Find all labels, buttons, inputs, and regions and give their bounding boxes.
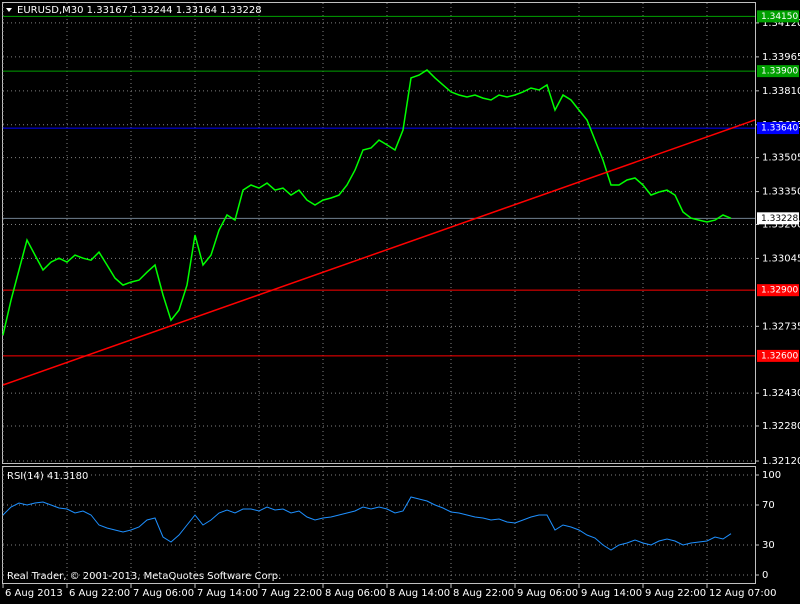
x-tick-label: 6 Aug 22:00 [69, 588, 130, 599]
y-tick-label: 1.32120 [762, 456, 800, 467]
y-tick-label: 1.33965 [762, 52, 800, 63]
main-frame [2, 2, 756, 464]
x-tick-label: 9 Aug 06:00 [517, 588, 578, 599]
x-tick-label: 6 Aug 2013 [5, 588, 63, 599]
y-tick-label: 1.33810 [762, 86, 800, 97]
y-tick-label: 100 [762, 470, 781, 481]
price-level-tag [757, 122, 799, 135]
y-tick-label: 30 [762, 540, 775, 551]
y-tick-label: 1.34120 [762, 18, 800, 29]
rsi-title: RSI(14) 41.3180 [7, 471, 88, 482]
bid-tag [757, 212, 799, 225]
price-level-tag [757, 65, 799, 78]
price-level-label: 1.33900 [761, 67, 798, 77]
price-level-label: 1.32900 [761, 286, 798, 296]
price-level-tag [757, 10, 799, 23]
price-level-tag [757, 349, 799, 362]
price-line [2, 496, 732, 551]
x-tick-label: 7 Aug 14:00 [197, 588, 258, 599]
price-level-label: 1.34150 [761, 12, 798, 22]
x-tick-label: 9 Aug 22:00 [645, 588, 706, 599]
x-tick-label: 8 Aug 22:00 [453, 588, 514, 599]
y-tick-label: 1.33200 [762, 219, 800, 230]
price-line [2, 69, 732, 336]
menu-arrow[interactable] [6, 8, 12, 12]
x-tick-label: 12 Aug 07:00 [709, 588, 776, 599]
y-tick-label: 1.32280 [762, 421, 800, 432]
y-tick-label: 0 [762, 570, 768, 581]
x-tick-label: 9 Aug 14:00 [581, 588, 642, 599]
y-tick-label: 1.32430 [762, 388, 800, 399]
x-tick-label: 7 Aug 22:00 [261, 588, 322, 599]
y-tick-label: 1.33505 [762, 153, 800, 164]
bid-label: 1.33228 [761, 214, 798, 224]
x-tick-label: 8 Aug 14:00 [389, 588, 450, 599]
price-level-tag [757, 284, 799, 297]
x-tick-label: 7 Aug 06:00 [133, 588, 194, 599]
y-tick-label: 1.33045 [762, 253, 800, 264]
trendline [2, 119, 756, 386]
y-tick-label: 70 [762, 500, 775, 511]
rsi-frame [2, 466, 756, 584]
price-level-label: 1.33640 [761, 124, 798, 134]
y-tick-label: 1.32735 [762, 321, 800, 332]
x-tick-label: 8 Aug 06:00 [325, 588, 386, 599]
price-level-label: 1.32600 [761, 351, 798, 361]
main-title: EURUSD,M30 1.33167 1.33244 1.33164 1.332… [17, 5, 262, 16]
y-tick-label: 1.33350 [762, 187, 800, 198]
footer: Real Trader, © 2001-2013, MetaQuotes Sof… [7, 571, 281, 582]
